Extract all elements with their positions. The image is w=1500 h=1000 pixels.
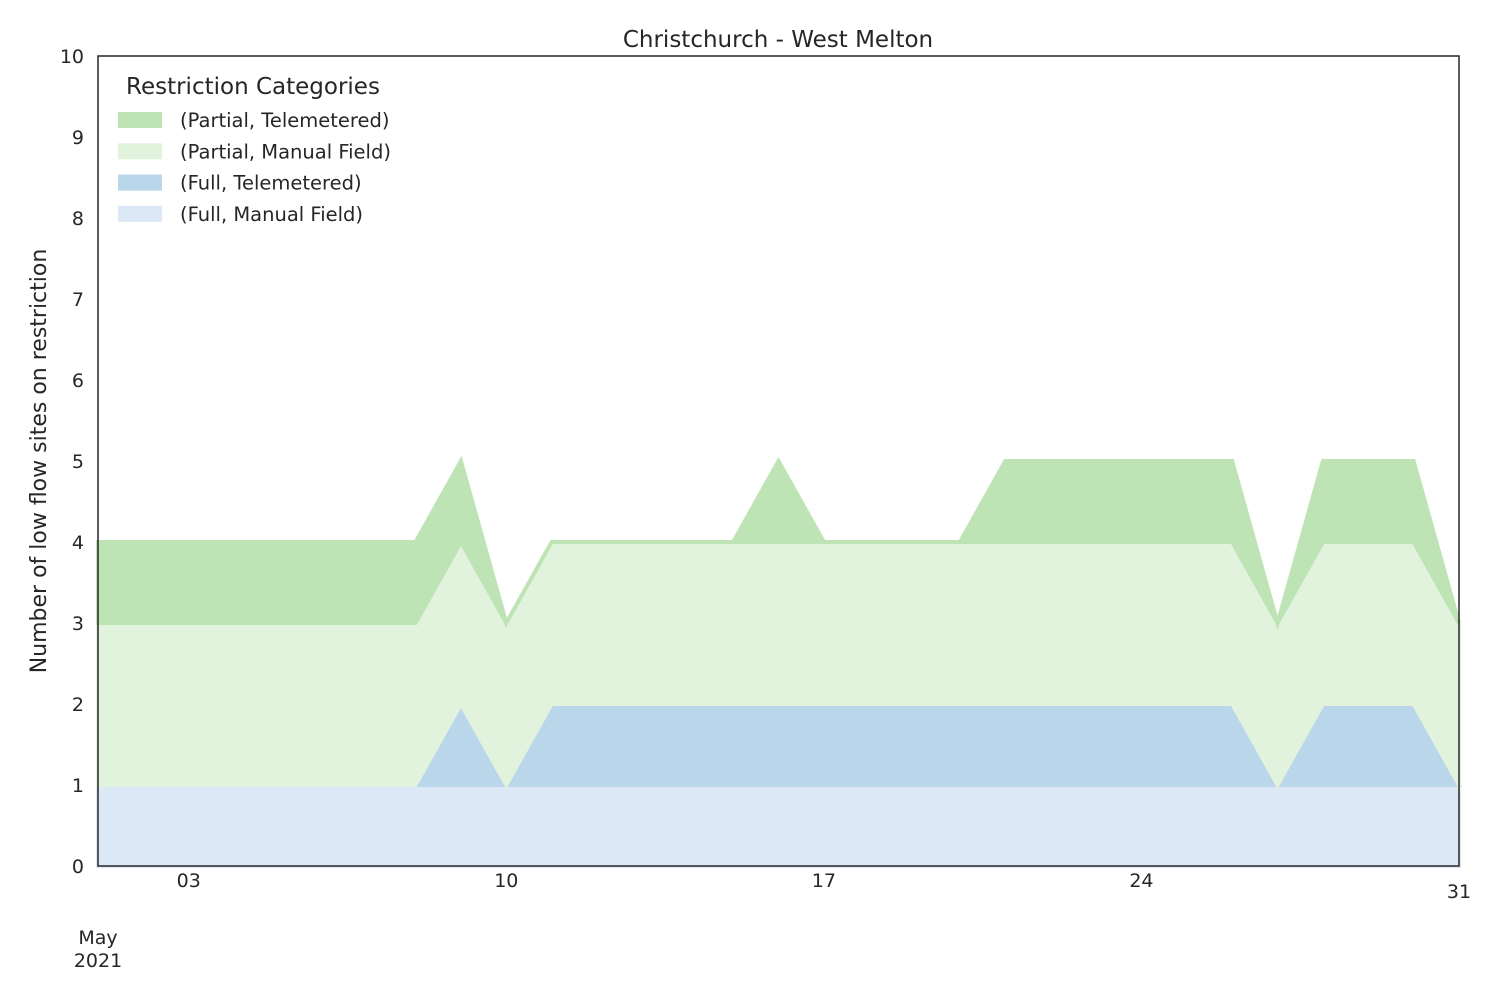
y-tick-label: 4: [72, 532, 84, 554]
legend-label: (Partial, Manual Field): [180, 140, 391, 163]
y-tick-label: 6: [72, 370, 84, 392]
legend-label: (Partial, Telemetered): [180, 109, 390, 132]
y-tick-label: 8: [72, 208, 84, 230]
y-tick-label: 0: [72, 856, 84, 878]
x-axis-month-year: May 2021: [74, 927, 122, 972]
x-year-label: 2021: [74, 950, 122, 972]
legend-title: Restriction Categories: [126, 74, 380, 100]
y-tick-label: 7: [72, 289, 84, 311]
x-tick-label: 03: [177, 870, 201, 892]
plot-frame: [97, 55, 1460, 867]
y-tick-label: 10: [60, 46, 84, 68]
y-axis-ticks: 0 1 2 3 4 5 6 7 8 9 10: [60, 46, 84, 878]
y-tick-label: 1: [72, 775, 84, 797]
x-month-label: May: [78, 927, 117, 949]
legend: Restriction Categories (Partial, Telemet…: [118, 74, 391, 226]
area-full-manual-field: [96, 783, 1461, 868]
legend-label: (Full, Telemetered): [180, 172, 362, 195]
y-tick-label: 5: [72, 451, 84, 473]
legend-swatch: [118, 112, 162, 128]
area-partial-telemetered: [96, 455, 1461, 631]
y-tick-label: 3: [72, 613, 84, 635]
legend-label: (Full, Manual Field): [180, 203, 363, 226]
x-tick-label: 24: [1129, 870, 1153, 892]
y-tick-label: 2: [72, 694, 84, 716]
chart-title: Christchurch - West Melton: [623, 27, 933, 53]
areas-layer: [96, 455, 1463, 868]
x-tick-label: 17: [812, 870, 836, 892]
legend-swatch: [118, 143, 162, 160]
x-tick-label: 10: [494, 870, 518, 892]
legend-swatch: [118, 205, 162, 222]
x-axis-ticks: 03 10 17 24 31: [177, 870, 1471, 903]
x-tick-label: 31: [1447, 881, 1471, 903]
y-tick-label: 9: [72, 127, 84, 149]
y-axis-label: Number of low flow sites on restriction: [27, 249, 52, 674]
legend-swatch: [118, 174, 162, 191]
